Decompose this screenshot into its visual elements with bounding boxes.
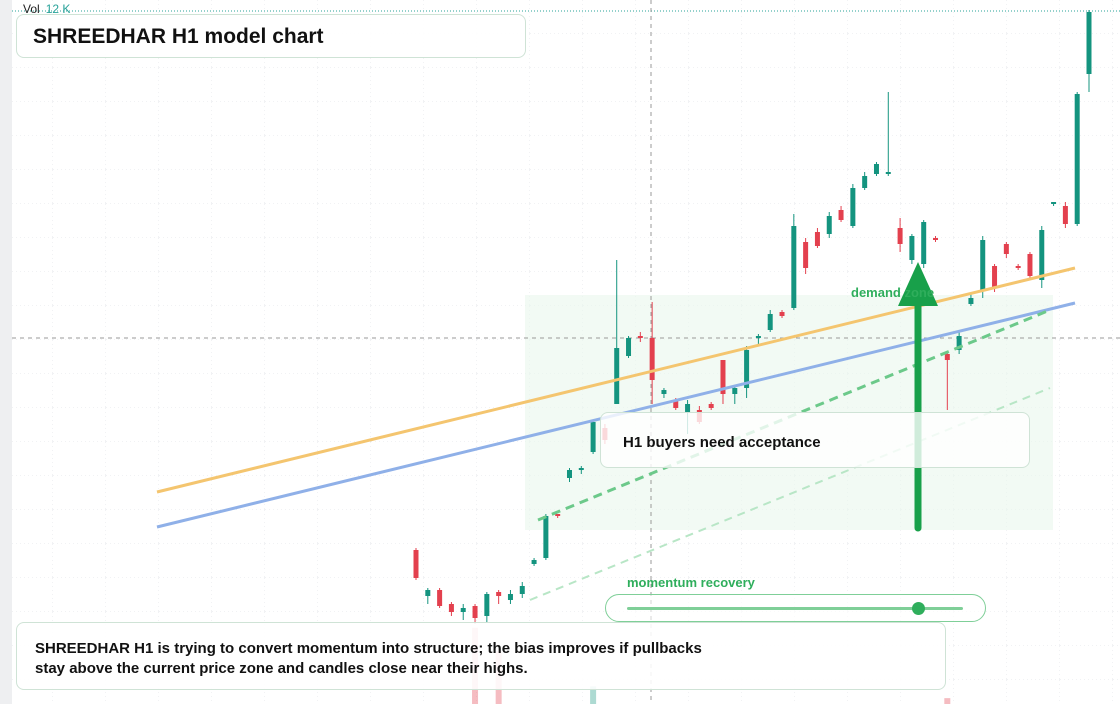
candle-body	[744, 350, 750, 388]
candle-body	[767, 314, 773, 330]
candle-body	[1039, 230, 1045, 280]
description-line: stay above the current price zone and ca…	[35, 660, 528, 677]
candle-body	[637, 336, 643, 338]
candle-body	[933, 238, 939, 240]
candle-body	[472, 606, 478, 618]
left-strip	[0, 0, 12, 704]
arrow-head	[898, 262, 938, 306]
candle-body	[484, 594, 490, 616]
candle-body	[1074, 94, 1080, 224]
candle-body	[720, 360, 726, 394]
slider-knob[interactable]	[912, 602, 925, 615]
candle-body	[791, 226, 797, 308]
candle-body	[673, 400, 679, 408]
candle-body	[803, 242, 809, 268]
candle-body	[590, 422, 596, 452]
candle-body	[555, 514, 561, 516]
volume-bar	[944, 698, 951, 704]
candle-body	[1051, 202, 1057, 204]
candle-body	[413, 550, 419, 578]
candle-body	[496, 592, 502, 596]
candle-body	[1015, 266, 1021, 268]
candle-body	[755, 336, 761, 338]
candle-body	[897, 228, 903, 244]
candle-body	[708, 404, 714, 408]
candle-body	[732, 388, 738, 394]
volume-title: Vol	[23, 2, 40, 16]
candle-body	[626, 338, 632, 356]
slider[interactable]	[605, 594, 986, 622]
volume-legend: Vol 12 K	[23, 2, 70, 16]
candle-body	[944, 354, 950, 360]
callout-box: H1 buyers need acceptance	[600, 412, 1030, 468]
zone-label: demand zone	[851, 285, 935, 300]
candle-body	[1003, 244, 1009, 254]
candle-body	[909, 236, 915, 260]
candle-body	[873, 164, 879, 174]
candle-body	[838, 210, 844, 220]
candle-body	[826, 216, 832, 234]
candle-body	[519, 586, 525, 594]
chart-title: SHREEDHAR H1 model chart	[33, 25, 324, 48]
candle-body	[779, 312, 785, 316]
candle-body	[1027, 254, 1033, 276]
candle-body	[566, 470, 572, 478]
candle-body	[543, 516, 549, 558]
candle-body	[448, 604, 454, 612]
slider-label: momentum recovery	[627, 575, 755, 590]
candle-body	[649, 338, 655, 380]
candle-body	[956, 336, 962, 350]
candle-body	[531, 560, 537, 564]
candle-body	[968, 298, 974, 304]
candle-body	[850, 188, 856, 226]
volume-bar	[590, 686, 597, 704]
candle-body	[460, 608, 466, 612]
candle-body	[614, 348, 620, 404]
candle-body	[578, 468, 584, 470]
candle-body	[1062, 206, 1068, 224]
candle-body	[425, 590, 431, 596]
candle-body	[992, 266, 998, 288]
candle-body	[1086, 12, 1092, 74]
title-box: SHREEDHAR H1 model chart	[16, 14, 526, 58]
candle-body	[685, 404, 691, 412]
callout-text: H1 buyers need acceptance	[623, 434, 821, 451]
candle-body	[661, 390, 667, 394]
candle-body	[980, 240, 986, 290]
description-line: SHREEDHAR H1 is trying to convert moment…	[35, 640, 702, 657]
candle-body	[862, 176, 868, 188]
description-box: SHREEDHAR H1 is trying to convert moment…	[16, 622, 946, 690]
candle-body	[921, 222, 927, 264]
candle-body	[885, 172, 891, 174]
candle-body	[437, 590, 443, 606]
candle-body	[507, 594, 513, 600]
candle-body	[814, 232, 820, 246]
volume-value: 12 K	[45, 2, 71, 16]
slider-track	[627, 607, 963, 610]
